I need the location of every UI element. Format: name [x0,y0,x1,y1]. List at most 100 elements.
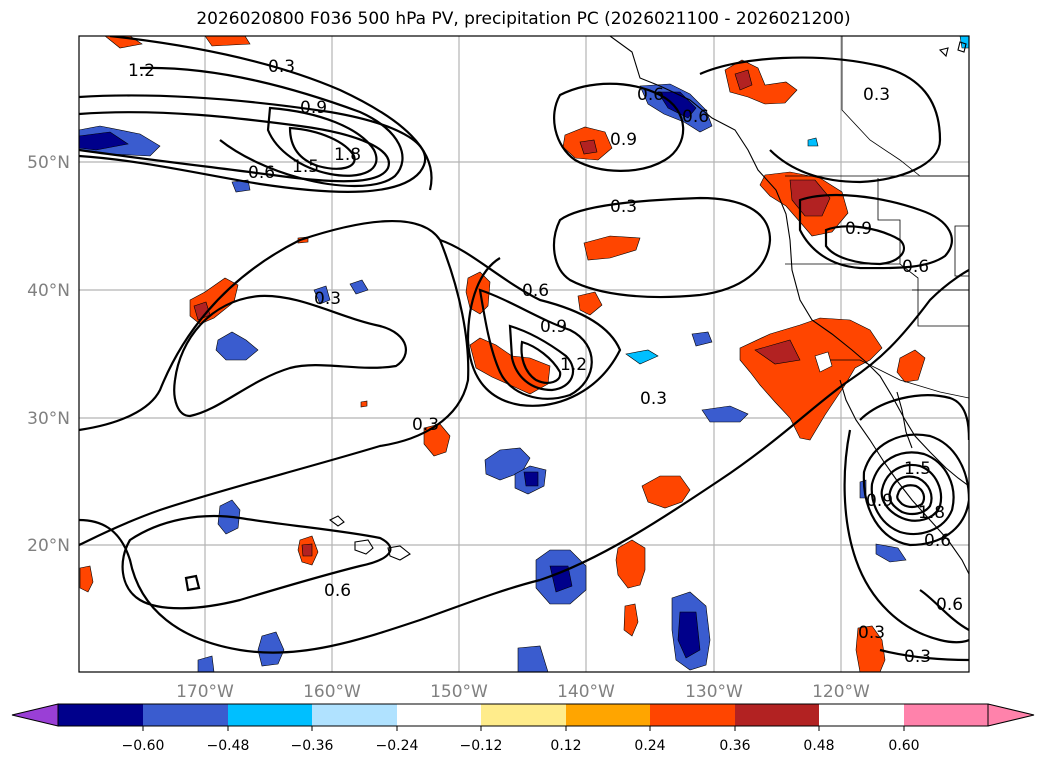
contour-label: 0.6 [902,257,929,277]
colorbar-segments [58,704,819,726]
colorbar-label: −0.36 [291,738,334,754]
precip-patch [807,137,819,147]
contour-label: 0.9 [300,98,327,118]
contour-label: 0.9 [540,317,567,337]
coastlines [185,36,969,591]
colorbar-label: −0.60 [122,738,165,754]
precip-patch [814,351,833,373]
contour-label: 1.2 [560,355,587,375]
colorbar-segment [143,704,228,726]
lon-tick-label: 120°W [812,682,870,702]
colorbar-label: 0.12 [550,738,581,754]
lon-tick-label: 160°W [303,682,361,702]
precip-patch [734,69,753,91]
lon-tick-label: 170°W [176,682,234,702]
colorbar-extend-low [11,703,59,727]
contour-label: 0.6 [936,595,963,615]
precip-patch [257,631,285,667]
colorbar-frame [57,703,989,727]
contour-label: 0.9 [866,491,893,511]
contour-label: 0.3 [904,647,931,667]
contour-labels: 1.2 0.3 0.9 1.5 1.8 0.6 0.3 0.6 0.9 1.2 … [128,57,963,667]
precip-patch [623,603,639,637]
contour-label: 0.6 [682,107,709,127]
precip-patch [197,655,215,672]
contour-label: 0.3 [640,389,667,409]
precip-patch [855,625,886,672]
lat-tick-label: 50°N [27,153,70,173]
colorbar-label: −0.24 [376,738,419,754]
precip-patch [517,645,549,672]
precip-patch [701,405,749,423]
lon-tick-label: 140°W [557,682,615,702]
contour-label: 0.6 [522,281,549,301]
contour-label: 0.9 [845,219,872,239]
contour-label: 0.9 [610,130,637,150]
colorbar-label: 0.48 [803,738,834,754]
colorbar-segment [397,704,481,726]
precip-patch [583,235,641,261]
contour-label: 0.3 [412,415,439,435]
contour-label: 0.3 [314,289,341,309]
precip-patch [79,131,129,151]
colorbar-segment [735,704,819,726]
contour-label: 0.3 [863,85,890,105]
colorbar-ticks [142,726,905,731]
contour-label: 1.8 [334,145,361,165]
precip-patch [625,349,659,365]
contour-label: 1.8 [918,503,945,523]
precip-patch [754,339,801,365]
precip-patch [641,475,691,509]
lon-tick-labels: 170°W 160°W 150°W 140°W 130°W 120°W [176,682,870,702]
colorbar-label: 0.24 [634,738,665,754]
precip-patch [204,36,251,47]
precip-patch [724,59,798,105]
contour-label: 0.6 [637,85,664,105]
contour-label: 0.6 [924,531,951,551]
contour-label: 1.5 [904,459,931,479]
precip-positive-patches [79,36,926,672]
lon-tick-label: 130°W [685,682,743,702]
colorbar-label: 0.36 [719,738,750,754]
precip-patch [313,285,331,305]
map-frame [78,35,970,673]
lat-tick-label: 20°N [27,536,70,556]
contour-label: 1.2 [128,61,155,81]
precip-patch [215,331,259,361]
colorbar-label: 0.60 [888,738,919,754]
map-area: 1.2 0.3 0.9 1.5 1.8 0.6 0.3 0.6 0.9 1.2 … [79,36,969,672]
colorbar-label: −0.12 [460,738,503,754]
precip-patch [469,337,551,395]
map-title: 2026020800 F036 500 hPa PV, precipitatio… [196,9,851,29]
precip-patch [579,139,598,155]
colorbar-labels: −0.60 −0.48 −0.36 −0.24 −0.12 0.12 0.24 … [122,738,920,754]
colorbar-label: −0.48 [207,738,250,754]
contour-label: 0.3 [268,57,295,77]
lat-tick-labels: 50°N 40°N 30°N 20°N [27,153,70,556]
lat-tick-label: 40°N [27,281,70,301]
precip-patch [79,565,94,593]
colorbar-segment [58,704,143,726]
precip-patch [875,543,907,563]
precip-patch [677,611,701,659]
contour-label: 0.3 [858,623,885,643]
colorbar-segment [228,704,312,726]
colorbar-segment [481,704,566,726]
precip-patch [523,471,539,487]
colorbar: −0.60 −0.48 −0.36 −0.24 −0.12 0.12 0.24 … [11,703,1035,754]
colorbar-extend-high [904,704,1034,726]
precip-patch [549,565,573,593]
precip-patch [360,400,368,408]
colorbar-segment [566,704,650,726]
precip-patch [349,279,369,295]
precip-patch [577,291,603,316]
precip-patch [959,36,969,49]
contour-label: 0.3 [610,197,637,217]
colorbar-segment [650,704,735,726]
precip-patch [615,539,646,589]
lon-tick-label: 150°W [430,682,488,702]
precip-patch [691,331,713,347]
precip-patch [896,349,926,383]
contour-label: 0.6 [248,163,275,183]
